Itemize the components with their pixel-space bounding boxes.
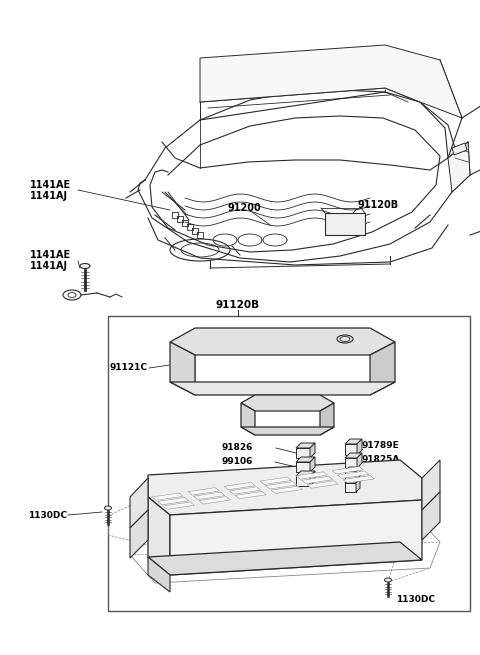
Polygon shape	[170, 328, 395, 355]
Polygon shape	[148, 557, 170, 592]
Polygon shape	[193, 492, 225, 500]
Polygon shape	[296, 472, 327, 479]
Text: 1130DC: 1130DC	[28, 510, 67, 519]
Polygon shape	[241, 427, 334, 435]
Text: 91120B: 91120B	[358, 200, 399, 210]
Polygon shape	[345, 439, 362, 444]
Text: 91835A: 91835A	[362, 468, 400, 476]
Polygon shape	[163, 502, 194, 510]
Polygon shape	[229, 487, 261, 495]
Polygon shape	[265, 481, 297, 489]
Polygon shape	[320, 403, 334, 435]
Polygon shape	[345, 458, 357, 468]
Polygon shape	[271, 486, 302, 493]
Polygon shape	[357, 453, 362, 468]
Polygon shape	[345, 483, 356, 492]
Polygon shape	[130, 510, 148, 558]
Ellipse shape	[80, 263, 90, 269]
Polygon shape	[199, 496, 230, 504]
Polygon shape	[357, 439, 362, 455]
Polygon shape	[345, 479, 360, 483]
Text: 1130DC: 1130DC	[396, 595, 435, 605]
Polygon shape	[224, 482, 255, 490]
Polygon shape	[170, 342, 195, 395]
Polygon shape	[343, 476, 374, 483]
Polygon shape	[241, 395, 334, 411]
Polygon shape	[200, 45, 462, 118]
Polygon shape	[345, 444, 357, 455]
Polygon shape	[296, 443, 315, 448]
Polygon shape	[296, 462, 310, 472]
Polygon shape	[370, 342, 395, 395]
Polygon shape	[170, 382, 395, 395]
Polygon shape	[310, 443, 315, 458]
Text: 99105: 99105	[224, 472, 255, 481]
Polygon shape	[170, 500, 422, 575]
Polygon shape	[188, 488, 219, 495]
Polygon shape	[356, 467, 360, 480]
Polygon shape	[422, 460, 440, 510]
Polygon shape	[422, 492, 440, 540]
Polygon shape	[157, 497, 189, 505]
Text: 91200: 91200	[228, 203, 262, 213]
Text: 18980A: 18980A	[362, 481, 400, 489]
Text: 91120B: 91120B	[216, 300, 260, 310]
Ellipse shape	[384, 578, 392, 582]
Text: 1141AJ: 1141AJ	[30, 191, 68, 201]
Polygon shape	[241, 403, 255, 435]
Text: 1141AE: 1141AE	[30, 250, 71, 260]
Polygon shape	[296, 471, 315, 476]
Polygon shape	[345, 453, 362, 458]
Text: 91825A: 91825A	[362, 455, 400, 464]
Text: 91121C: 91121C	[110, 364, 148, 373]
Polygon shape	[130, 478, 148, 528]
Polygon shape	[337, 471, 369, 478]
Polygon shape	[345, 471, 356, 480]
Text: 91789E: 91789E	[362, 441, 400, 449]
Polygon shape	[452, 143, 467, 155]
Polygon shape	[260, 477, 291, 485]
Bar	[325, 213, 365, 235]
Polygon shape	[301, 476, 333, 483]
Text: 99106: 99106	[222, 457, 253, 466]
Polygon shape	[307, 481, 338, 488]
Ellipse shape	[337, 335, 353, 343]
Polygon shape	[310, 471, 315, 486]
Polygon shape	[148, 497, 170, 575]
Polygon shape	[296, 448, 310, 458]
Ellipse shape	[105, 506, 111, 510]
Polygon shape	[148, 542, 422, 575]
Polygon shape	[310, 457, 315, 472]
Polygon shape	[356, 479, 360, 492]
Polygon shape	[152, 493, 183, 500]
Bar	[108, 316, 470, 611]
Text: 1141AJ: 1141AJ	[30, 261, 68, 271]
Polygon shape	[296, 476, 310, 486]
Polygon shape	[332, 466, 363, 474]
Polygon shape	[296, 457, 315, 462]
Text: 91826: 91826	[222, 443, 253, 453]
Text: 1141AE: 1141AE	[30, 180, 71, 190]
Polygon shape	[448, 142, 470, 192]
Polygon shape	[148, 460, 422, 515]
Polygon shape	[345, 467, 360, 471]
Polygon shape	[235, 491, 266, 498]
